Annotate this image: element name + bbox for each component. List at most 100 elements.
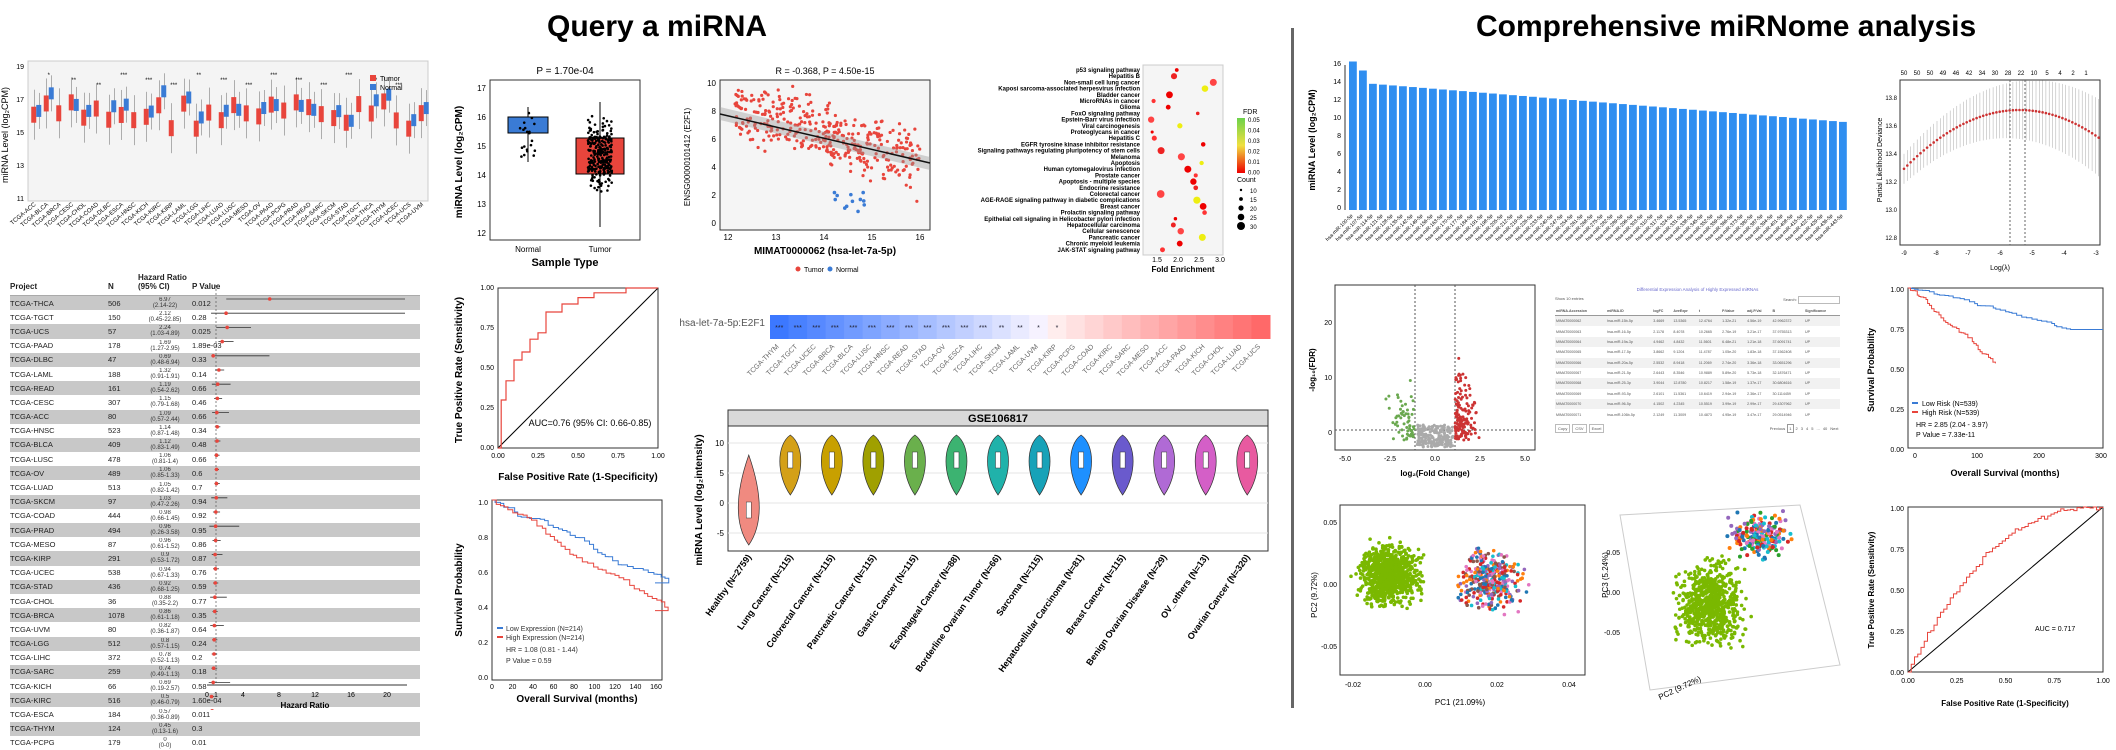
tumor-point xyxy=(599,190,603,193)
fdr-tick: 0.00 xyxy=(1248,171,1260,177)
pca3d-point-group xyxy=(1742,521,1747,526)
row-hr: 1.06 (0.85-1.33) xyxy=(138,467,192,479)
y-tick: -0.05 xyxy=(1321,644,1337,651)
pca3d-point-main xyxy=(1711,626,1716,631)
table-header-cell[interactable]: logFC xyxy=(1652,307,1673,316)
pca-point-main xyxy=(1356,565,1361,570)
pager-item[interactable]: Next xyxy=(1830,425,1839,431)
group-label: Esophageal Cancer (N=88) xyxy=(888,552,961,651)
ns-point xyxy=(1421,445,1425,449)
heatmap-cell xyxy=(1214,315,1234,339)
table-header-cell[interactable]: adj.P.Val xyxy=(1746,307,1772,316)
ns-point xyxy=(1417,432,1421,436)
table-header-cell[interactable]: AveExpr xyxy=(1672,307,1698,316)
tumor-point xyxy=(913,127,917,131)
pathway-dot xyxy=(1170,222,1176,228)
table-header-cell[interactable]: miRNA.ID xyxy=(1606,307,1653,316)
y-axis-label: True Positive Rate (Sensitivity) xyxy=(454,297,465,443)
pca3d-point-group xyxy=(1769,538,1774,543)
tumor-point xyxy=(786,132,790,136)
heatmap-cells: ***TCGA-THYM***TCGA-TGCT***TCGA-UCEC***T… xyxy=(746,315,1271,378)
show-entries[interactable]: Show 10 entries xyxy=(1555,296,1584,301)
pca-point-main xyxy=(1369,590,1374,595)
pager-item[interactable]: 40 xyxy=(1822,425,1828,431)
count-dot xyxy=(1239,197,1243,201)
down-point xyxy=(1396,424,1400,428)
row-hr: 0.98 (0.66-1.45) xyxy=(138,510,192,522)
tumor-point xyxy=(817,137,821,141)
pca3d-point-main xyxy=(1742,567,1747,572)
pca3d-point-main xyxy=(1674,637,1678,642)
pca3d-point-main xyxy=(1689,576,1694,581)
significance-star: *** xyxy=(270,73,278,79)
tumor-point xyxy=(805,112,809,116)
pca-point-group xyxy=(1493,606,1498,610)
tumor-box xyxy=(243,105,249,122)
export-button-copy[interactable]: Copy xyxy=(1555,423,1571,433)
row-hr-ci: (0.54-2.62) xyxy=(150,388,180,395)
tumor-point xyxy=(588,137,592,140)
pathway-dot xyxy=(1165,104,1171,110)
pca3d-point-main xyxy=(1722,594,1726,599)
forest-row: TCGA-LIHC 372 0.78 (0.52-1.13) 0.2 xyxy=(10,651,420,665)
tumor-point xyxy=(817,112,821,117)
row-hr-ci: (0-0) xyxy=(158,742,172,749)
pager-item[interactable]: Previous xyxy=(1769,425,1786,431)
pathway-label: Glioma xyxy=(1120,105,1141,111)
up-point xyxy=(1466,412,1470,416)
table-cell: MIMAT0000069 xyxy=(1556,391,1582,396)
table-header-cell[interactable]: B xyxy=(1771,307,1805,316)
ns-point xyxy=(1429,444,1433,448)
export-button-csv[interactable]: CSV xyxy=(1572,423,1587,433)
pca-point-main xyxy=(1392,580,1396,585)
table-cell: UP xyxy=(1805,339,1811,344)
violin-shape xyxy=(737,453,760,546)
down-point xyxy=(1408,378,1412,382)
significance-star: *** xyxy=(345,73,353,79)
table-row: MIMAT0000064 hsa-miR-19a-3p 4.9462 4.8432 11… xyxy=(1555,336,1840,348)
pager-item[interactable]: 1 xyxy=(1786,423,1795,433)
tumor-point xyxy=(769,129,773,133)
table-cell: UP xyxy=(1805,319,1811,324)
pca-point-group xyxy=(1490,579,1495,583)
pca3d-point-main xyxy=(1717,601,1721,606)
heatmap-star: *** xyxy=(868,325,876,332)
search-input[interactable] xyxy=(1798,296,1840,304)
table-header-cell[interactable]: Significance xyxy=(1804,307,1840,316)
pca-point-main xyxy=(1394,589,1399,594)
pca3d-point-main xyxy=(1731,612,1736,617)
pager-item[interactable]: 5 xyxy=(1811,425,1814,431)
fdr-colorbar-rect xyxy=(1237,118,1245,173)
row-n: 291 xyxy=(108,553,121,563)
y-tick: 0.25 xyxy=(1890,407,1904,414)
pca3d-point-main xyxy=(1702,599,1706,603)
pager-item[interactable]: 3 xyxy=(1800,425,1803,431)
pager-item[interactable]: 2 xyxy=(1795,425,1798,431)
table-header-cell[interactable]: P.Value xyxy=(1721,307,1747,316)
pca-point-group xyxy=(1489,567,1494,571)
table-cell: hsa-miR-16-5p xyxy=(1607,329,1631,334)
table-header-cell[interactable]: t xyxy=(1697,307,1722,316)
row-p: 0.01 xyxy=(192,738,207,748)
tumor-point xyxy=(778,107,782,111)
table-header-cell[interactable]: miRNA.Accession xyxy=(1555,307,1607,316)
row-hr: 0.88 (0.35-2.2) xyxy=(138,595,192,607)
tumor-point xyxy=(914,153,918,157)
bar xyxy=(1799,118,1807,210)
p-text: P Value = 0.59 xyxy=(506,658,552,665)
pca-point-main xyxy=(1411,596,1415,601)
export-button-excel[interactable]: Excel xyxy=(1588,423,1605,433)
table-cell: 29.0514946 xyxy=(1772,412,1792,417)
table-cell: 37.1562408 xyxy=(1772,350,1792,355)
tumor-box xyxy=(56,105,62,122)
tumor-point xyxy=(771,105,775,109)
pca-point-group xyxy=(1461,575,1466,579)
row-hr-ci: (0.35-2.2) xyxy=(151,601,178,608)
pca-point-main xyxy=(1419,588,1423,593)
row-hr-ci: (0.85-1.33) xyxy=(150,473,180,480)
hr-point xyxy=(213,552,217,557)
legend-normal: Normal xyxy=(380,85,403,92)
pager-item[interactable]: ... xyxy=(1816,425,1820,431)
pager-item[interactable]: 4 xyxy=(1806,425,1809,431)
